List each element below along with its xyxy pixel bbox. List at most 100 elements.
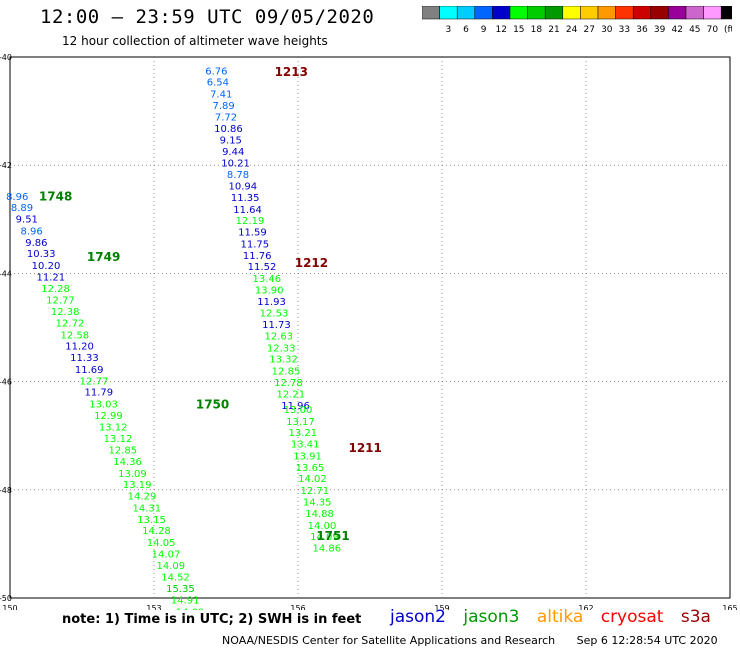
- colorbar-unit: (ft): [724, 25, 732, 35]
- pass-time-label: 1212: [295, 256, 328, 270]
- swh-value: 11.69: [75, 365, 104, 376]
- swh-value: 11.52: [248, 262, 277, 273]
- swh-value: 13.09: [118, 469, 147, 480]
- swh-value: 9.15: [220, 136, 242, 147]
- swh-value: 12.33: [267, 343, 296, 354]
- swh-value: 13.17: [286, 417, 315, 428]
- colorbar-label: 3: [446, 25, 452, 35]
- swh-value: 8.89: [11, 203, 33, 214]
- swh-value: 11.73: [262, 320, 291, 331]
- swh-value: 11.20: [65, 342, 94, 353]
- swh-value: 14.02: [298, 474, 327, 485]
- swh-value: 12.21: [276, 389, 305, 400]
- swh-value: 12.78: [274, 378, 303, 389]
- colorbar-label: 21: [548, 25, 559, 35]
- pass-time-label: 1748: [39, 189, 72, 203]
- swh-value: 14.88: [305, 509, 334, 520]
- swh-value: 12.19: [236, 216, 265, 227]
- colorbar-label: 42: [671, 25, 682, 35]
- credit-time: Sep 6 12:28:54 UTC 2020: [576, 634, 718, 647]
- swh-value: 13.03: [89, 400, 118, 411]
- colorbar-label: 6: [463, 25, 469, 35]
- x-tick-label: 162: [578, 604, 593, 610]
- pass-time-label: 1751: [316, 529, 349, 543]
- swh-value: 14.86: [312, 543, 341, 554]
- swh-value: 12.58: [60, 330, 89, 341]
- swh-value: 8.96: [20, 226, 42, 237]
- swh-value: 14.31: [132, 503, 161, 514]
- swh-value: 12.38: [51, 307, 80, 318]
- swh-value: 14.09: [156, 561, 185, 572]
- colorbar-label: 24: [566, 25, 578, 35]
- swh-value: 13.41: [291, 440, 320, 451]
- swh-value: 11.64: [233, 205, 262, 216]
- colorbar-label: 36: [636, 25, 648, 35]
- swh-value: 14.00: [308, 521, 337, 532]
- swh-value: 13.32: [269, 355, 298, 366]
- pass-time-label: 1211: [348, 441, 381, 455]
- mission-s3a: s3a: [680, 607, 711, 627]
- swh-value: 13.91: [293, 452, 322, 463]
- mission-cryosat: cryosat: [600, 607, 664, 627]
- swh-value: 12.72: [56, 318, 85, 329]
- swh-value: 14.05: [147, 538, 176, 549]
- x-tick-label: 165: [722, 604, 737, 610]
- pass-time-label: 1213: [275, 65, 308, 79]
- colorbar-label: 70: [707, 25, 719, 35]
- swh-value: 10.86: [214, 124, 243, 135]
- swh-value: 13.00: [284, 405, 313, 416]
- swh-value: 12.99: [94, 411, 123, 422]
- swh-value: 10.94: [228, 182, 257, 193]
- colorbar-label: 39: [654, 25, 666, 35]
- swh-value: 13.12: [99, 422, 128, 433]
- mission-jason3: jason3: [463, 607, 520, 627]
- colorbar-label: 18: [531, 25, 543, 35]
- swh-value: 14.29: [128, 492, 157, 503]
- x-tick-label: 153: [146, 604, 161, 610]
- y-tick-label: -50: [0, 594, 12, 603]
- y-tick-label: -48: [0, 486, 12, 495]
- swh-value: 15.35: [166, 584, 195, 595]
- footnote: note: 1) Time is in UTC; 2) SWH is in fe…: [62, 612, 362, 627]
- swh-value: 11.33: [70, 353, 99, 364]
- swh-value: 12.85: [272, 367, 301, 378]
- swh-value: 14.36: [113, 457, 142, 468]
- mission-altika: altika: [536, 607, 584, 627]
- swh-value: 10.20: [32, 261, 61, 272]
- swh-value: 12.71: [300, 486, 329, 497]
- swh-value: 11.79: [84, 388, 113, 399]
- swh-value: 10.21: [221, 158, 250, 169]
- x-tick-label: 150: [2, 604, 17, 610]
- swh-value: 13.21: [288, 428, 317, 439]
- swh-value: 12.77: [46, 296, 75, 307]
- page-title: 12:00 – 23:59 UTC 09/05/2020: [40, 6, 375, 28]
- swh-value: 11.75: [240, 239, 269, 250]
- swh-value: 12.63: [264, 331, 293, 342]
- swh-value: 11.93: [257, 297, 286, 308]
- swh-value: 11.59: [238, 228, 267, 239]
- swh-value: 14.91: [171, 595, 200, 606]
- swh-value: 9.51: [16, 215, 38, 226]
- swh-value: 11.21: [36, 272, 65, 283]
- swh-value: 8.78: [227, 170, 249, 181]
- colorbar-label: 27: [583, 25, 594, 35]
- swh-value: 10.33: [27, 249, 56, 260]
- mission-jason2: jason2: [390, 607, 446, 627]
- y-tick-label: -46: [0, 378, 12, 387]
- pass-time-label: 1750: [196, 398, 229, 412]
- swh-value: 11.35: [231, 193, 260, 204]
- x-tick-label: 159: [434, 604, 449, 610]
- swh-value: 6.76: [205, 66, 227, 77]
- swh-value: 13.46: [252, 274, 281, 285]
- swh-value: 14.09: [176, 607, 205, 610]
- mission-legend: jason2 jason3 altika cryosat s3a: [390, 607, 723, 627]
- colorbar-label: 12: [495, 25, 506, 35]
- swh-value: 13.15: [137, 515, 166, 526]
- swh-value: 14.35: [303, 497, 332, 508]
- colorbar-label: 30: [601, 25, 613, 35]
- swh-value: 7.72: [215, 112, 237, 123]
- colorbar-label: 9: [481, 25, 487, 35]
- colorbar-label: 15: [513, 25, 524, 35]
- swh-value: 13.19: [123, 480, 152, 491]
